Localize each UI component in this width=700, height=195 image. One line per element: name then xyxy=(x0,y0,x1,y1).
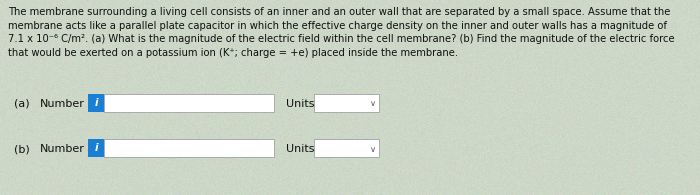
FancyBboxPatch shape xyxy=(104,94,274,112)
Text: Number: Number xyxy=(40,144,85,154)
FancyBboxPatch shape xyxy=(88,139,104,157)
FancyBboxPatch shape xyxy=(88,94,104,112)
FancyBboxPatch shape xyxy=(314,139,379,157)
Text: ∨: ∨ xyxy=(370,144,376,153)
Text: i: i xyxy=(94,143,98,153)
FancyBboxPatch shape xyxy=(314,94,379,112)
Text: Units: Units xyxy=(286,144,314,154)
Text: Units: Units xyxy=(286,99,314,109)
Text: The membrane surrounding a living cell consists of an inner and an outer wall th: The membrane surrounding a living cell c… xyxy=(8,7,675,58)
Text: Number: Number xyxy=(40,99,85,109)
Text: (a): (a) xyxy=(14,99,29,109)
Text: (b): (b) xyxy=(14,144,29,154)
Text: i: i xyxy=(94,98,98,108)
FancyBboxPatch shape xyxy=(104,139,274,157)
Text: ∨: ∨ xyxy=(370,99,376,108)
